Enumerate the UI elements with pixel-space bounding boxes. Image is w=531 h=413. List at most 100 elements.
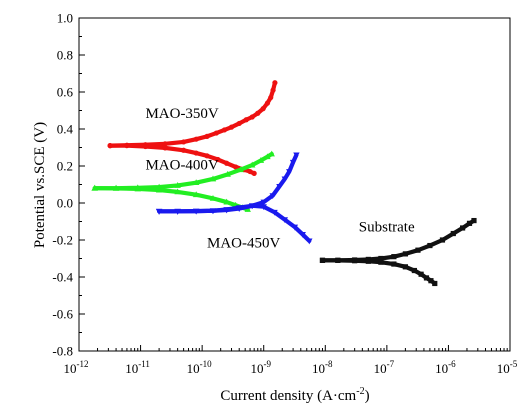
x-axis-title-sup: -2 xyxy=(356,386,364,397)
data-point xyxy=(134,185,141,192)
x-tick-exp: -9 xyxy=(263,359,271,369)
data-point xyxy=(107,143,113,149)
data-point xyxy=(236,120,242,127)
data-point xyxy=(450,230,456,237)
data-point xyxy=(432,280,438,287)
data-point xyxy=(264,100,271,106)
data-point xyxy=(204,153,210,159)
plot-frame xyxy=(78,17,511,352)
data-point xyxy=(418,271,424,277)
data-point xyxy=(281,217,288,224)
data-point xyxy=(224,160,230,166)
data-point xyxy=(439,237,446,243)
data-point xyxy=(460,225,466,231)
axis-ticks: 10-12 10-11 10-10 10-9 10-8 10-7 10-6 10-51.00.… xyxy=(52,11,517,377)
series-mao-350v xyxy=(107,80,278,176)
data-point xyxy=(378,259,384,265)
data-point xyxy=(427,242,433,249)
x-tick-label: 10-10 xyxy=(187,359,212,376)
x-tick-base: 10 xyxy=(497,361,510,376)
data-point xyxy=(411,267,417,274)
data-point xyxy=(224,170,231,177)
data-point xyxy=(209,194,217,201)
y-tick-label: -0.2 xyxy=(52,233,73,248)
data-point xyxy=(286,169,293,175)
data-point xyxy=(124,143,130,149)
data-point xyxy=(276,183,283,190)
x-axis-title: Current density (A·cm-2) xyxy=(220,386,369,404)
data-point xyxy=(402,264,408,270)
data-point xyxy=(270,87,276,93)
x-tick-label: 10-9 xyxy=(250,359,271,376)
x-tick-exp: -7 xyxy=(387,359,395,369)
data-point xyxy=(193,136,199,142)
x-tick-label: 10-8 xyxy=(312,359,333,376)
x-tick-base: 10 xyxy=(187,361,200,376)
data-point xyxy=(281,176,288,183)
data-point xyxy=(174,182,181,188)
series-substrate xyxy=(319,217,477,287)
data-point xyxy=(192,179,200,186)
data-point xyxy=(155,186,163,193)
data-point xyxy=(264,153,271,160)
series-label: MAO-400V xyxy=(145,158,218,174)
data-point xyxy=(272,80,278,86)
data-point xyxy=(248,161,256,168)
data-point xyxy=(471,217,477,224)
data-point xyxy=(255,110,261,116)
data-point xyxy=(291,224,299,231)
y-tick-label: 0.0 xyxy=(57,196,73,211)
data-point xyxy=(174,188,181,195)
series-labels: MAO-350V MAO-400V MAO-450V Substrate xyxy=(145,106,415,251)
data-point xyxy=(209,175,217,182)
data-point xyxy=(257,157,265,163)
y-tick-label: -0.4 xyxy=(52,270,73,285)
data-point xyxy=(162,141,168,147)
data-point xyxy=(142,143,149,150)
x-tick-exp: -11 xyxy=(138,359,150,369)
data-point xyxy=(192,191,200,198)
x-tick-exp: -10 xyxy=(200,359,212,369)
x-tick-base: 10 xyxy=(125,361,138,376)
y-tick-label: -0.6 xyxy=(52,307,73,322)
data-point xyxy=(251,170,257,176)
data-point xyxy=(192,208,200,215)
series-label: Substrate xyxy=(359,220,415,236)
y-tick-label: 1.0 xyxy=(57,11,73,26)
data-point xyxy=(466,220,473,226)
data-point xyxy=(181,147,187,153)
data-point xyxy=(391,254,397,260)
data-point xyxy=(247,168,253,175)
y-tick-label: 0.6 xyxy=(57,85,74,100)
data-point xyxy=(365,258,371,264)
x-tick-label: 10-6 xyxy=(435,359,456,376)
data-point xyxy=(423,275,430,281)
data-point xyxy=(306,238,313,245)
data-point xyxy=(223,198,230,205)
data-point xyxy=(228,124,235,130)
data-point xyxy=(319,257,326,263)
data-point xyxy=(269,193,276,199)
data-point xyxy=(112,184,120,191)
data-point xyxy=(335,257,341,263)
x-tick-exp: -5 xyxy=(510,359,518,369)
data-point xyxy=(260,106,266,112)
y-axis-title: Potential vs.SCE (V) xyxy=(32,122,48,248)
data-point xyxy=(299,232,306,238)
data-point xyxy=(293,152,300,159)
data-point xyxy=(213,130,219,136)
series-mao-450v xyxy=(155,152,313,245)
x-tick-base: 10 xyxy=(250,361,263,376)
data-point xyxy=(248,203,256,210)
x-tick-label: 10-7 xyxy=(374,359,395,376)
data-point xyxy=(209,208,217,215)
data-point xyxy=(193,150,199,156)
data-point xyxy=(236,205,243,212)
x-tick-base: 10 xyxy=(312,361,325,376)
x-tick-base: 10 xyxy=(374,361,387,376)
data-point xyxy=(155,208,163,215)
data-point xyxy=(271,209,278,216)
x-tick-label: 10-5 xyxy=(497,359,518,376)
series-label: MAO-350V xyxy=(145,106,218,122)
